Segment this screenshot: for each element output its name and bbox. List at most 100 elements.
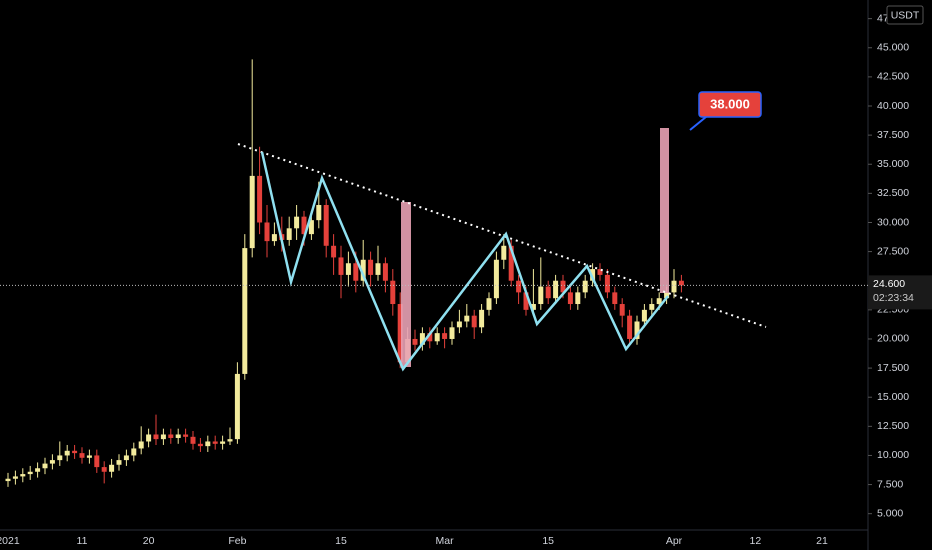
candle-body xyxy=(316,205,322,221)
y-tick-label: 17.500 xyxy=(877,362,909,374)
candle-body xyxy=(308,220,314,235)
x-tick-label: Mar xyxy=(436,535,455,547)
candle-body xyxy=(523,292,529,310)
candle-body xyxy=(301,216,307,235)
y-tick-label: 20.000 xyxy=(877,333,909,345)
candle-body xyxy=(286,228,292,240)
y-tick-label: 7.500 xyxy=(877,478,903,490)
candle-body xyxy=(234,373,240,440)
y-tick-label: 37.500 xyxy=(877,129,909,141)
candle-body xyxy=(57,455,63,461)
candle-body xyxy=(5,478,11,482)
last-price-box xyxy=(868,275,932,310)
candle-body xyxy=(64,450,70,456)
candle-body xyxy=(271,234,277,242)
candle-body xyxy=(434,333,440,342)
candle-body xyxy=(456,321,462,328)
candle-body xyxy=(382,263,388,281)
candle-body xyxy=(560,280,566,293)
candle-body xyxy=(168,434,174,438)
candle-body xyxy=(464,315,470,322)
candle-body xyxy=(227,439,233,442)
countdown: 02:23:34 xyxy=(873,292,914,304)
candle-body xyxy=(323,205,329,246)
candle-body xyxy=(612,292,618,305)
candle-body xyxy=(649,304,655,310)
candle-body xyxy=(94,455,100,468)
candle-body xyxy=(116,460,122,465)
candle-body xyxy=(427,333,433,342)
candle-body xyxy=(516,280,522,293)
candle-body xyxy=(582,280,588,293)
zigzag-pattern xyxy=(260,151,669,372)
candle-body xyxy=(641,309,647,322)
candle-body xyxy=(678,280,684,286)
candle-body xyxy=(634,321,640,339)
candle-body xyxy=(146,434,152,442)
candles xyxy=(5,59,684,487)
candle-body xyxy=(42,463,48,469)
y-tick-label: 32.500 xyxy=(877,187,909,199)
candle-body xyxy=(419,333,425,345)
candle-body xyxy=(197,443,203,447)
candle-body xyxy=(294,216,300,229)
x-tick-label: 15 xyxy=(335,535,347,547)
y-tick-label: 15.000 xyxy=(877,391,909,403)
candle-body xyxy=(27,471,33,475)
candle-body xyxy=(449,327,455,339)
candle-body xyxy=(442,333,448,339)
candle-body xyxy=(212,441,218,444)
last-price-label: 24.600 xyxy=(873,278,905,290)
y-tick-label: 5.000 xyxy=(877,507,903,519)
candle-body xyxy=(508,245,514,281)
candle-body xyxy=(479,309,485,328)
x-tick-label: 2021 xyxy=(0,535,20,547)
x-tick-label: 12 xyxy=(750,535,762,547)
x-tick-label: 11 xyxy=(77,535,88,547)
candle-body xyxy=(590,269,596,281)
candle-body xyxy=(101,467,107,472)
candle-body xyxy=(160,434,166,440)
y-tick-label: 10.000 xyxy=(877,449,909,461)
currency-box xyxy=(886,5,924,25)
candle-body xyxy=(375,263,381,275)
candle-body xyxy=(72,450,78,454)
y-tick-label: 45.000 xyxy=(877,42,909,54)
candle-body xyxy=(153,434,159,440)
currency-label: USDT xyxy=(891,9,920,21)
candle-body xyxy=(353,263,359,281)
candle-body xyxy=(49,460,55,464)
candle-body xyxy=(501,245,507,260)
candle-body xyxy=(412,338,418,345)
candle-body xyxy=(553,280,559,299)
candle-body xyxy=(12,476,18,479)
y-tick-label: 35.000 xyxy=(877,158,909,170)
candle-body xyxy=(471,315,477,328)
candle-body xyxy=(597,269,603,275)
candle-body xyxy=(390,280,396,305)
candle-body xyxy=(567,292,573,305)
candle-body xyxy=(20,474,26,477)
y-tick-label: 27.500 xyxy=(877,245,909,257)
candle-body xyxy=(138,441,144,449)
y-tick-label: 42.500 xyxy=(877,71,909,83)
candle-body xyxy=(545,286,551,299)
candle-body xyxy=(109,464,115,472)
candle-body xyxy=(345,263,351,275)
candle-body xyxy=(264,222,270,242)
candle-body xyxy=(530,304,536,310)
candle-body xyxy=(79,453,85,458)
candle-body xyxy=(123,455,129,461)
candle-body xyxy=(175,434,181,438)
candle-body xyxy=(619,304,625,316)
candle-body xyxy=(486,298,492,310)
candle-body xyxy=(220,441,226,444)
candle-body xyxy=(627,315,633,339)
candle-body xyxy=(575,292,581,305)
x-tick-label: 15 xyxy=(542,535,554,547)
candle-body xyxy=(360,259,366,281)
candle-body xyxy=(205,441,211,447)
x-tick-label: 21 xyxy=(816,535,828,547)
candle-body xyxy=(338,257,344,275)
